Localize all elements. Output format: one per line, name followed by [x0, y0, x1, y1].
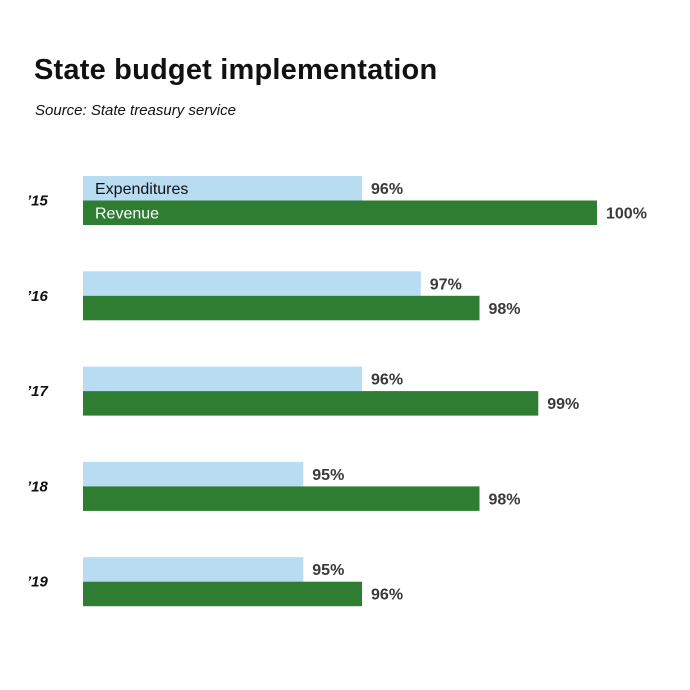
expenditures-value-label: 96% [371, 372, 403, 389]
revenue-value-label: 100% [606, 206, 647, 223]
revenue-legend-label: Revenue [95, 206, 159, 223]
expenditures-value-label: 95% [312, 562, 344, 579]
revenue-bar [83, 581, 363, 607]
expenditures-legend-label: Expenditures [95, 181, 188, 198]
revenue-bar [83, 200, 597, 225]
year-label: ’17 [27, 383, 49, 400]
revenue-value-label: 99% [547, 396, 579, 413]
bars-layer: ’15 96% Expenditures 100% Revenue ’16 97% 98% ’1… [27, 176, 647, 607]
year-label: ’18 [27, 478, 49, 495]
expenditures-bar [83, 557, 304, 582]
revenue-value-label: 98% [489, 491, 521, 508]
revenue-bar [83, 486, 480, 511]
revenue-bar [83, 391, 539, 416]
revenue-value-label: 98% [489, 301, 521, 318]
chart-title: State budget implementation [34, 54, 438, 86]
expenditures-bar [83, 366, 363, 392]
chart-subtitle: Source: State treasury service [35, 102, 236, 119]
year-label: ’15 [27, 193, 49, 210]
revenue-value-label: 96% [371, 587, 403, 604]
expenditures-value-label: 97% [430, 276, 462, 293]
revenue-bar [83, 295, 480, 321]
expenditures-bar [83, 271, 421, 296]
expenditures-bar [83, 176, 363, 201]
expenditures-value-label: 95% [312, 467, 344, 484]
expenditures-bar [83, 461, 304, 487]
year-label: ’16 [27, 288, 49, 305]
expenditures-value-label: 96% [371, 181, 403, 198]
year-label: ’19 [27, 574, 49, 591]
